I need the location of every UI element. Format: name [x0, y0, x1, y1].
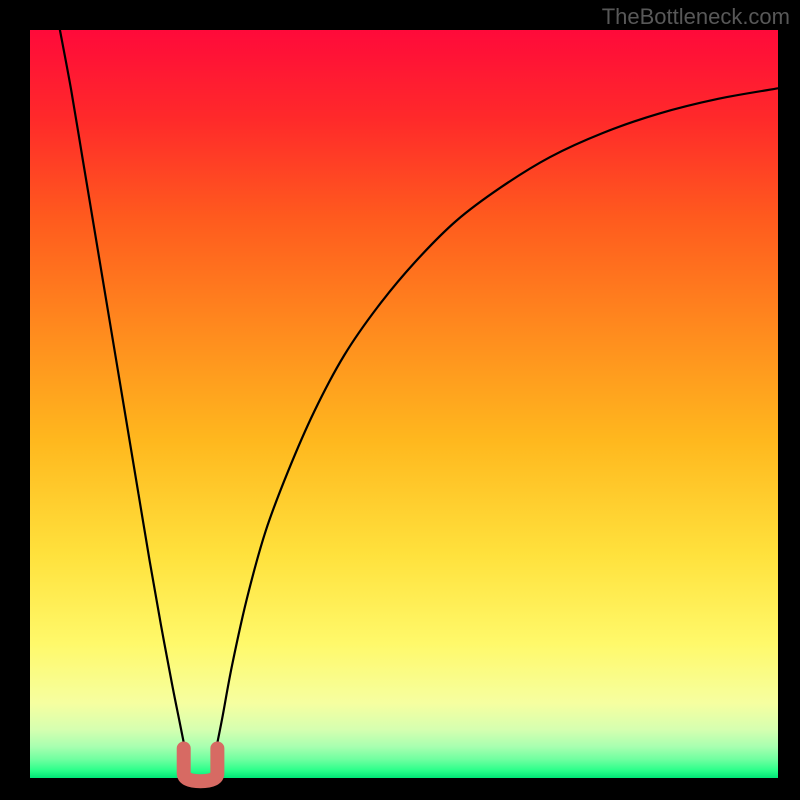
bottleneck-chart — [0, 0, 800, 800]
chart-stage: TheBottleneck.com — [0, 0, 800, 800]
watermark-text: TheBottleneck.com — [602, 4, 790, 30]
plot-area — [30, 30, 778, 778]
